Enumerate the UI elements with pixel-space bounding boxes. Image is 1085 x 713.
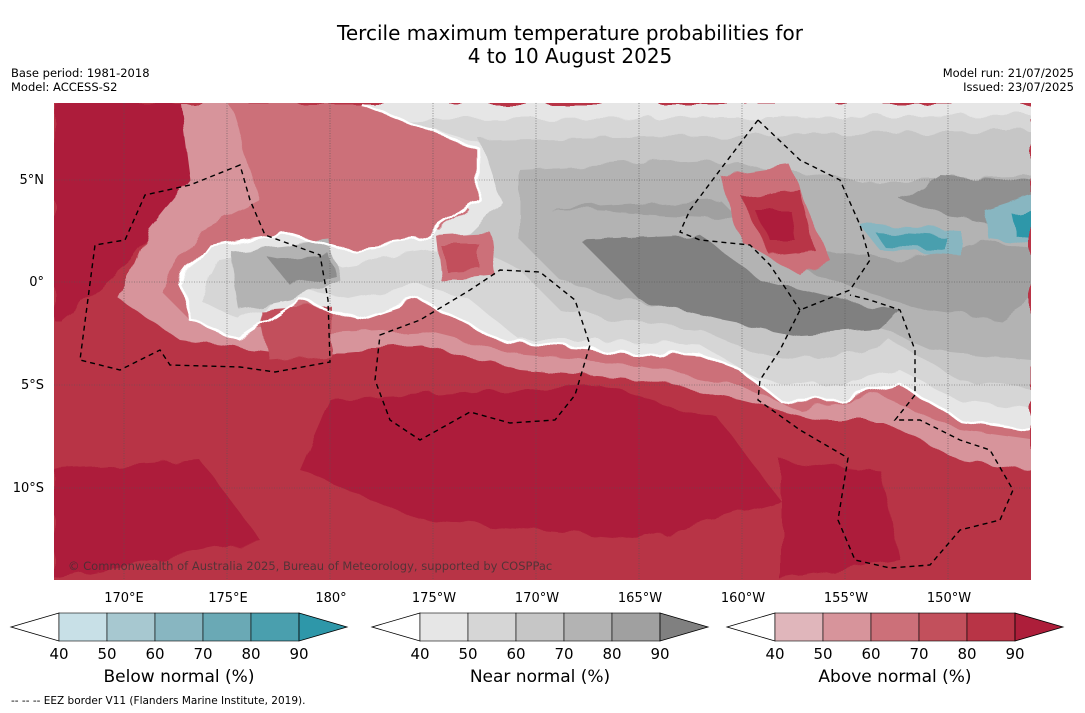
lat-label-10s: 10°S <box>13 481 44 496</box>
lon-label-170e: 170°E <box>104 591 144 606</box>
above-normal-colorbar-upper-extend <box>1014 612 1065 642</box>
above-normal-colorbar: 40 50 60 70 80 90 <box>725 612 1065 663</box>
below-normal-colorbar-upper-extend <box>298 612 349 642</box>
near-normal-tick-label: 80 <box>602 645 621 663</box>
above-normal-colorbar-segment <box>918 612 968 642</box>
near-normal-colorbar-segment <box>467 612 517 642</box>
issued-text: Issued: 23/07/2025 <box>963 80 1074 94</box>
title-line-2: 4 to 10 August 2025 <box>467 44 673 68</box>
eez-footnote: -- -- -- EEZ border V11 (Flanders Marine… <box>11 695 306 707</box>
map-area: © Commonwealth of Australia 2025, Bureau… <box>54 103 1031 580</box>
near-normal-tick-label: 90 <box>650 645 669 663</box>
above-normal-tick-label: 60 <box>861 645 880 663</box>
lon-labels: 170°E 175°E 180° 175°W 170°W 165°W 160°W… <box>104 591 971 606</box>
above-normal-label: Above normal (%) <box>818 667 972 687</box>
above-normal-tick-label: 80 <box>957 645 976 663</box>
above-normal-tick-label: 50 <box>813 645 832 663</box>
near-normal-tick-label: 70 <box>554 645 573 663</box>
above-normal-tick-label: 40 <box>765 645 784 663</box>
title-line-1: Tercile maximum temperature probabilitie… <box>337 21 803 45</box>
below-normal-colorbar: 40 50 60 70 80 90 <box>9 612 349 663</box>
lon-label-175w: 175°W <box>412 591 456 606</box>
lon-label-180: 180° <box>315 591 346 606</box>
near-normal-colorbar-upper-extend <box>659 612 710 642</box>
lon-label-150w: 150°W <box>927 591 971 606</box>
near-normal-colorbar-segment <box>515 612 565 642</box>
meta-right: Model run: 21/07/2025 Issued: 23/07/2025 <box>943 66 1074 94</box>
below-normal-label: Below normal (%) <box>103 667 255 687</box>
near-normal-colorbar: 40 50 60 70 80 90 <box>370 612 710 663</box>
below-normal-tick-label: 40 <box>49 645 68 663</box>
above-normal-colorbar-lower-extend <box>725 612 776 642</box>
lon-label-155w: 155°W <box>824 591 868 606</box>
eez-borders <box>79 119 1014 569</box>
base-period-text: Base period: 1981-2018 <box>11 66 150 80</box>
near-normal-colorbar-segment <box>563 612 613 642</box>
above-normal-colorbar-segment <box>822 612 872 642</box>
lat-label-0: 0° <box>29 275 44 290</box>
below-normal-colorbar-lower-extend <box>9 612 60 642</box>
below-normal-colorbar-segment <box>202 612 252 642</box>
copyright-text: © Commonwealth of Australia 2025, Bureau… <box>68 559 552 573</box>
model-run-text: Model run: 21/07/2025 <box>942 66 1074 80</box>
above-normal-colorbar-segment <box>870 612 920 642</box>
below-normal-colorbar-segment <box>58 612 108 642</box>
below-normal-colorbar-segment <box>154 612 204 642</box>
lon-label-170w: 170°W <box>515 591 559 606</box>
near-normal-tick-label: 40 <box>410 645 429 663</box>
lat-label-5n: 5°N <box>20 173 45 188</box>
chart-title: Tercile maximum temperature probabilitie… <box>0 22 1085 68</box>
below-normal-colorbar-segment <box>250 612 300 642</box>
model-text: Model: ACCESS-S2 <box>11 80 118 94</box>
above-normal-tick-label: 90 <box>1005 645 1024 663</box>
lon-label-175e: 175°E <box>208 591 248 606</box>
below-normal-tick-label: 80 <box>241 645 260 663</box>
below-normal-tick-label: 60 <box>145 645 164 663</box>
lon-label-165w: 165°W <box>618 591 662 606</box>
near-normal-colorbar-lower-extend <box>370 612 421 642</box>
probability-contours <box>54 103 1031 580</box>
near-normal-label: Near normal (%) <box>469 667 611 687</box>
tercile-boundary <box>178 103 1031 432</box>
lat-label-5s: 5°S <box>21 378 44 393</box>
below-normal-tick-label: 90 <box>289 645 308 663</box>
near-normal-tick-label: 50 <box>458 645 477 663</box>
below-normal-tick-label: 70 <box>193 645 212 663</box>
near-normal-colorbar-segment <box>419 612 469 642</box>
above-normal-tick-label: 70 <box>909 645 928 663</box>
above-normal-colorbar-segment <box>966 612 1016 642</box>
near-normal-tick-label: 60 <box>506 645 525 663</box>
graticule <box>54 103 1031 580</box>
colorbars: 40 50 60 70 80 90 40 50 60 70 80 90 40 50 60 70 80 90 <box>9 612 1065 663</box>
meta-left: Base period: 1981-2018 Model: ACCESS-S2 <box>11 66 150 94</box>
below-normal-tick-label: 50 <box>97 645 116 663</box>
lat-labels: 5°N 0° 5°S 10°S <box>13 173 44 496</box>
near-normal-colorbar-segment <box>611 612 661 642</box>
below-normal-colorbar-segment <box>106 612 156 642</box>
lon-label-160w: 160°W <box>721 591 765 606</box>
above-normal-colorbar-segment <box>774 612 824 642</box>
